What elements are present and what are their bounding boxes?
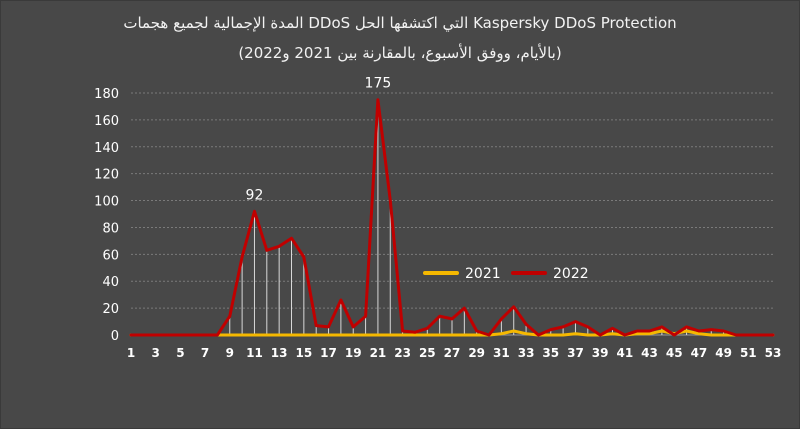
data-label: 92 bbox=[246, 187, 264, 203]
x-tick-label: 13 bbox=[271, 346, 288, 360]
x-tick-label: 39 bbox=[592, 346, 609, 360]
x-tick-label: 33 bbox=[518, 346, 535, 360]
chart-title: المدة الإجمالية لجميع هجمات DDoS التي اك… bbox=[123, 14, 677, 32]
x-tick-label: 53 bbox=[765, 346, 782, 360]
x-tick-label: 43 bbox=[641, 346, 658, 360]
x-tick-label: 29 bbox=[468, 346, 485, 360]
data-label: 175 bbox=[365, 76, 392, 92]
y-tick-label: 60 bbox=[102, 248, 119, 263]
x-tick-label: 5 bbox=[176, 346, 184, 360]
y-tick-label: 40 bbox=[102, 275, 119, 290]
x-tick-label: 47 bbox=[691, 346, 708, 360]
y-tick-label: 160 bbox=[94, 114, 119, 129]
x-tick-label: 35 bbox=[542, 346, 559, 360]
y-tick-label: 180 bbox=[94, 87, 119, 102]
y-tick-label: 0 bbox=[111, 329, 119, 344]
x-tick-label: 15 bbox=[295, 346, 312, 360]
legend-label-2022: 2022 bbox=[553, 266, 589, 282]
y-tick-label: 80 bbox=[102, 221, 119, 236]
x-tick-label: 19 bbox=[345, 346, 362, 360]
series-line-2022 bbox=[129, 98, 775, 337]
x-tick-label: 1 bbox=[127, 346, 135, 360]
x-tick-label: 21 bbox=[370, 346, 387, 360]
x-tick-label: 11 bbox=[246, 346, 263, 360]
series-line-2021 bbox=[129, 329, 775, 337]
x-tick-label: 51 bbox=[740, 346, 757, 360]
x-tick-label: 23 bbox=[394, 346, 411, 360]
x-tick-label: 37 bbox=[567, 346, 584, 360]
x-tick-label: 3 bbox=[152, 346, 160, 360]
y-tick-label: 20 bbox=[102, 302, 119, 317]
x-tick-label: 7 bbox=[201, 346, 209, 360]
x-tick-label: 27 bbox=[444, 346, 461, 360]
y-tick-label: 120 bbox=[94, 168, 119, 183]
y-tick-label: 140 bbox=[94, 141, 119, 156]
x-tick-label: 41 bbox=[616, 346, 633, 360]
x-tick-label: 31 bbox=[493, 346, 510, 360]
y-tick-label: 100 bbox=[94, 195, 119, 210]
legend-label-2021: 2021 bbox=[465, 266, 501, 282]
x-tick-label: 25 bbox=[419, 346, 436, 360]
x-tick-label: 17 bbox=[320, 346, 337, 360]
x-tick-label: 9 bbox=[226, 346, 234, 360]
x-tick-label: 45 bbox=[666, 346, 683, 360]
chart-subtitle: (بالأيام، ووفق الأسبوع، بالمقارنة بين 20… bbox=[238, 44, 562, 62]
x-tick-label: 49 bbox=[715, 346, 732, 360]
